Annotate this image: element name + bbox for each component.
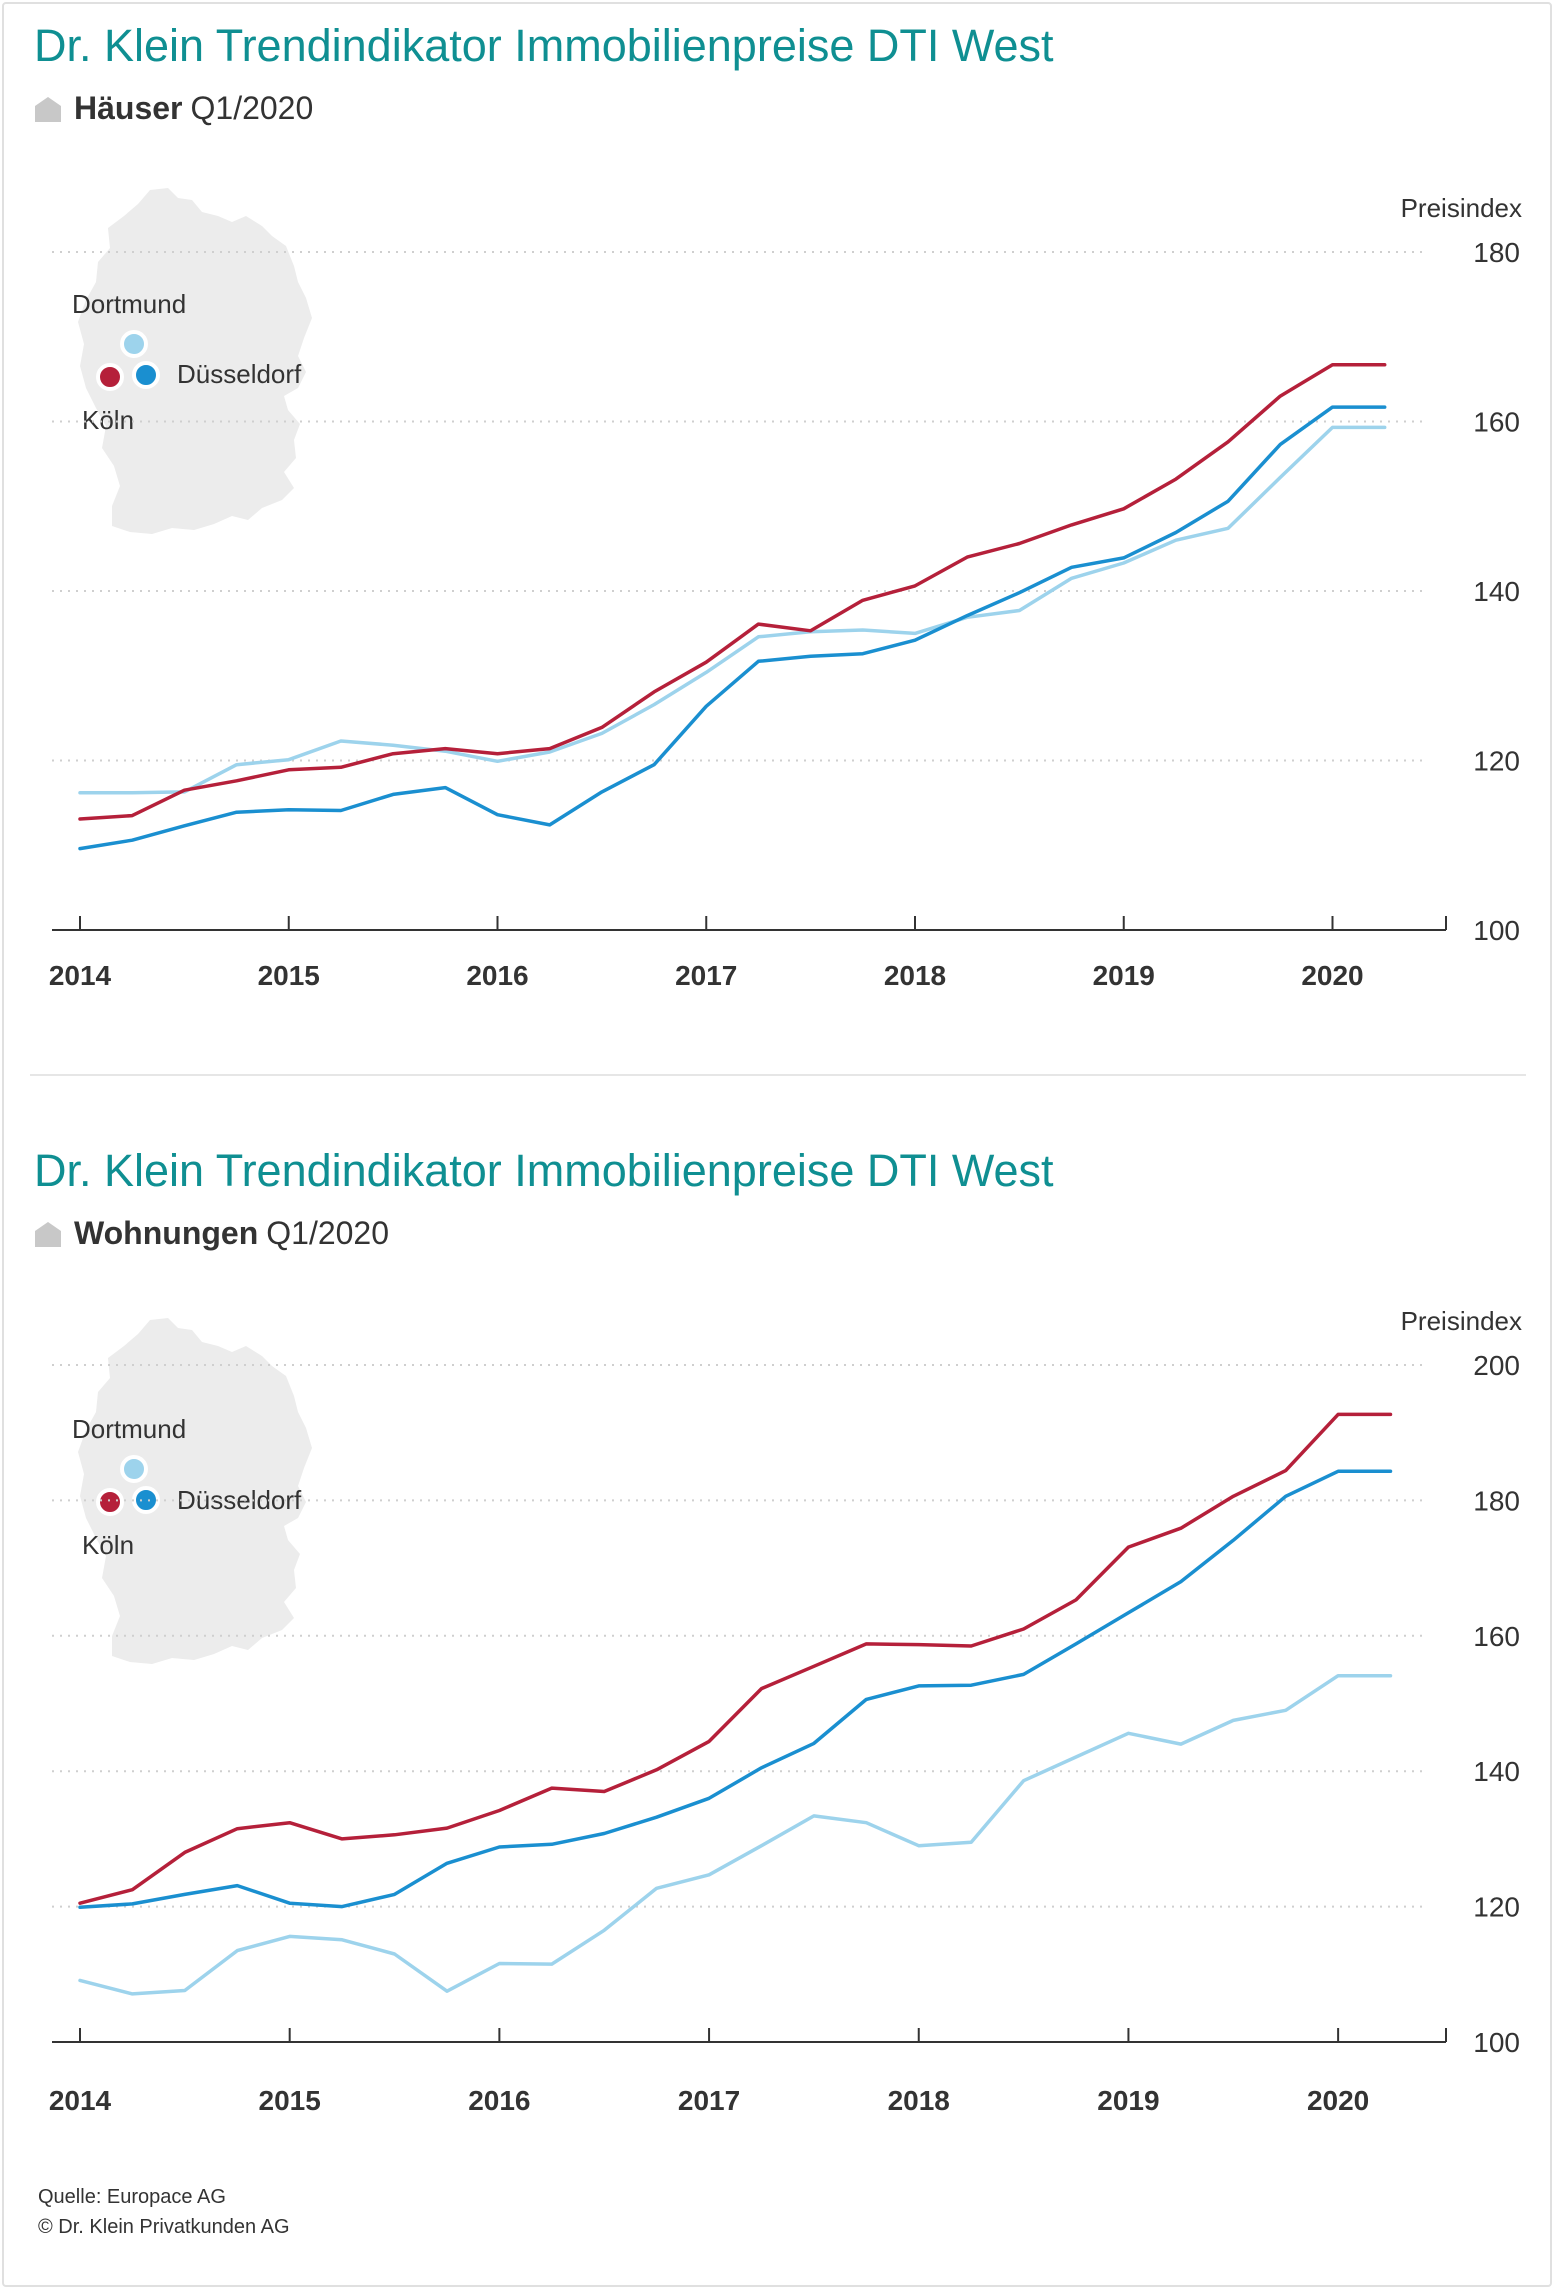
map-label-koeln: Köln (82, 405, 134, 435)
y-axis-label: Preisindex (1401, 193, 1522, 223)
chart-panel-apartments: Dr. Klein Trendindikator Immobilienpreis… (0, 1120, 1556, 2180)
x-tick-label: 2020 (1301, 960, 1363, 991)
marker-koeln (96, 1488, 124, 1516)
grid-lines (52, 1364, 1426, 1908)
chart-title: Dr. Klein Trendindikator Immobilienpreis… (34, 20, 1054, 71)
x-axis (52, 2028, 1447, 2043)
y-tick-label: 100 (1473, 2027, 1520, 2058)
marker-duesseldorf (132, 361, 160, 389)
y-tick-label: 160 (1473, 1621, 1520, 1652)
x-tick-label: 2015 (258, 960, 320, 991)
x-tick-label: 2019 (1093, 960, 1155, 991)
grid-lines (52, 251, 1426, 762)
y-tick-label: 120 (1473, 1892, 1520, 1923)
map-label-duesseldorf: Düsseldorf (177, 359, 302, 389)
house-icon (35, 96, 61, 122)
x-tick-label: 2018 (884, 960, 946, 991)
germany-map: Dortmund Düsseldorf Köln (72, 188, 312, 534)
x-tick-label: 2019 (1097, 2085, 1159, 2116)
y-tick-label: 140 (1473, 1756, 1520, 1787)
germany-map-icon (78, 188, 312, 534)
map-label-duesseldorf: Düsseldorf (177, 1485, 302, 1515)
chart-subtitle: Wohnungen Q1/2020 (34, 1215, 389, 1252)
x-tick-label: 2017 (675, 960, 737, 991)
source-line: Quelle: Europace AG (38, 2186, 226, 2208)
germany-map: Dortmund Düsseldorf Köln (72, 1318, 312, 1664)
x-tick-label: 2015 (259, 2085, 321, 2116)
germany-map-icon (78, 1318, 312, 1664)
data-lines (78, 362, 1387, 851)
map-label-dortmund: Dortmund (72, 289, 186, 319)
x-axis-tick-labels: 2014 2015 2016 2017 2018 2019 2020 (49, 960, 1364, 991)
series-line-kln (78, 1412, 1393, 1905)
period-label: Q1/2020 (266, 1215, 390, 1251)
chart-subtitle: Häuser Q1/2020 (34, 90, 313, 127)
y-tick-label: 180 (1473, 1485, 1520, 1516)
category-label: Wohnungen (74, 1215, 259, 1251)
series-line-dsseldorf (78, 405, 1387, 851)
map-label-dortmund: Dortmund (72, 1414, 186, 1444)
x-axis-tick-labels: 2014 2015 2016 2017 2018 2019 2020 (49, 2085, 1369, 2116)
marker-duesseldorf (132, 1486, 160, 1514)
category-label: Häuser (74, 90, 183, 126)
line-chart-apartments: Dortmund Düsseldorf Köln 100 120 140 160 180… (49, 1306, 1522, 2116)
x-tick-label: 2018 (888, 2085, 950, 2116)
house-icon (35, 1221, 61, 1247)
x-tick-label: 2016 (468, 2085, 530, 2116)
y-tick-label: 100 (1473, 915, 1520, 946)
y-tick-label: 180 (1473, 237, 1520, 268)
marker-koeln (96, 363, 124, 391)
map-label-koeln: Köln (82, 1530, 134, 1560)
x-tick-label: 2014 (49, 2085, 112, 2116)
period-label: Q1/2020 (190, 90, 314, 126)
chart-panel-houses: Dr. Klein Trendindikator Immobilienpreis… (0, 0, 1556, 1080)
x-axis (52, 916, 1447, 931)
y-axis-label: Preisindex (1401, 1306, 1522, 1336)
series-line-kln (78, 362, 1387, 821)
series-line-dortmund (78, 425, 1387, 795)
line-chart-houses: Dortmund Düsseldorf Köln 100 120 140 160 180… (49, 188, 1522, 991)
chart-divider (30, 1074, 1526, 1076)
series-line-dortmund (78, 1673, 1393, 1996)
x-tick-label: 2014 (49, 960, 112, 991)
y-tick-label: 120 (1473, 746, 1520, 777)
y-axis-tick-labels: 100 120 140 160 180 (1473, 237, 1520, 946)
x-tick-label: 2016 (466, 960, 528, 991)
y-tick-label: 160 (1473, 407, 1520, 438)
y-tick-label: 140 (1473, 576, 1520, 607)
x-tick-label: 2020 (1307, 2085, 1369, 2116)
y-tick-label: 200 (1473, 1350, 1520, 1381)
data-lines (78, 1412, 1393, 1996)
source-note: Quelle: Europace AG © Dr. Klein Privatku… (38, 2182, 290, 2242)
marker-dortmund (120, 330, 148, 358)
x-tick-label: 2017 (678, 2085, 740, 2116)
y-axis-tick-labels: 100 120 140 160 180 200 (1473, 1350, 1520, 2058)
chart-title: Dr. Klein Trendindikator Immobilienpreis… (34, 1145, 1054, 1196)
series-line-dsseldorf (78, 1469, 1393, 1910)
marker-dortmund (120, 1455, 148, 1483)
copyright-line: © Dr. Klein Privatkunden AG (38, 2216, 290, 2238)
